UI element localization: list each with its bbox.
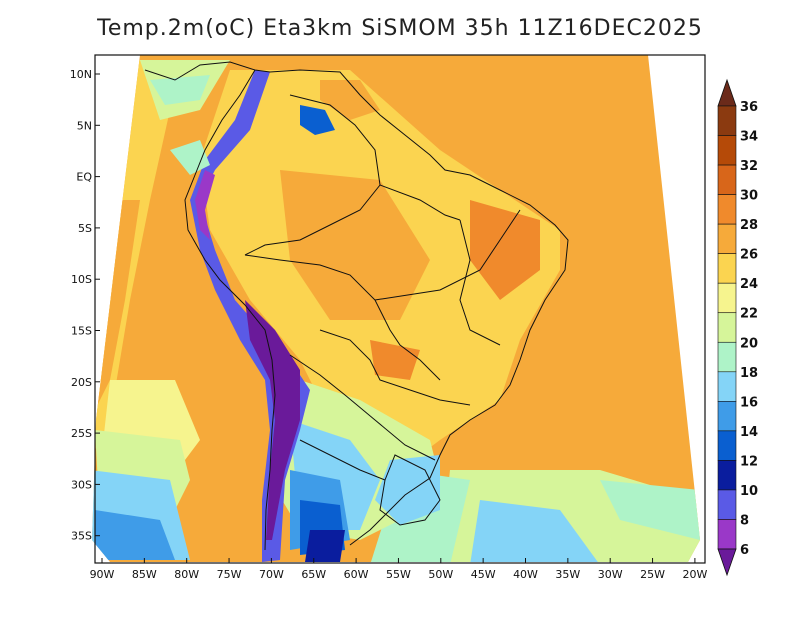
colorbar-label: 16 [740,395,758,410]
lat-label: 30S [71,478,92,491]
colorbar-box [717,135,737,166]
colorbar-box [717,430,737,461]
lon-label: 75W [217,568,242,581]
colorbar-box [717,460,737,491]
lon-label: 80W [174,568,199,581]
lat-label: 5N [77,119,92,132]
colorbar-box [717,105,737,136]
lon-label: 65W [301,568,326,581]
colorbar-top-arrow [717,78,737,107]
colorbar-label: 30 [740,189,758,204]
colorbar-box [717,164,737,195]
colorbar-box [717,341,737,373]
temperature-field [92,55,700,562]
colorbar-box [717,223,737,254]
colorbar-label: 8 [740,513,749,528]
lat-label: 15S [71,325,92,338]
lon-label: 45W [471,568,496,581]
colorbar: 36 34 32 30 28 26 24 22 20 18 16 14 12 10 8 6 [717,78,758,577]
colorbar-box [717,312,737,343]
lon-label: 25W [640,568,665,581]
coastlines-borders [144,61,569,551]
colorbar-label: 34 [740,130,758,145]
colorbar-box [717,371,737,402]
latitude-axis: 10N 5N EQ 5S 10S 15S 20S 25S 30S 35S [70,68,100,543]
colorbar-label: 20 [740,336,758,351]
lat-label: EQ [76,171,92,184]
colorbar-label: 36 [740,100,758,115]
lon-label: 55W [386,568,411,581]
colorbar-label: 32 [740,159,758,174]
colorbar-label: 28 [740,218,758,233]
colorbar-label: 22 [740,307,758,322]
map-frame [94,54,706,564]
lon-label: 20W [682,568,707,581]
lon-label: 30W [598,568,623,581]
colorbar-box [717,253,737,284]
colorbar-label: 26 [740,248,758,263]
lon-label: 90W [90,568,115,581]
lon-label: 85W [132,568,157,581]
colorbar-bottom-arrow [717,548,737,577]
colorbar-box [717,194,737,225]
lat-label: 20S [71,376,92,389]
lat-label: 10N [70,68,92,81]
lat-label: 5S [78,222,92,235]
colorbar-label: 24 [740,277,758,292]
map-title: Temp.2m(oC) Eta3km SiSMOM 35h 11Z16DEC20… [97,16,703,41]
lon-label: 35W [555,568,580,581]
colorbar-label: 14 [740,425,758,440]
longitude-axis: 90W 85W 80W 75W 70W 65W 60W 55W 50W 45W 40W 35W 30W 2… [90,558,707,581]
lat-label: 10S [71,273,92,286]
lon-label: 70W [259,568,284,581]
lat-label: 25S [71,427,92,440]
colorbar-label: 6 [740,543,749,558]
colorbar-label: 12 [740,454,758,469]
lon-label: 60W [344,568,369,581]
lat-label: 35S [71,530,92,543]
lon-label: 40W [513,568,538,581]
colorbar-box [717,401,737,432]
colorbar-label: 18 [740,366,758,381]
colorbar-box [717,282,737,314]
lon-label: 50W [428,568,453,581]
colorbar-box [717,489,737,520]
colorbar-label: 10 [740,484,758,499]
colorbar-box [717,519,737,550]
